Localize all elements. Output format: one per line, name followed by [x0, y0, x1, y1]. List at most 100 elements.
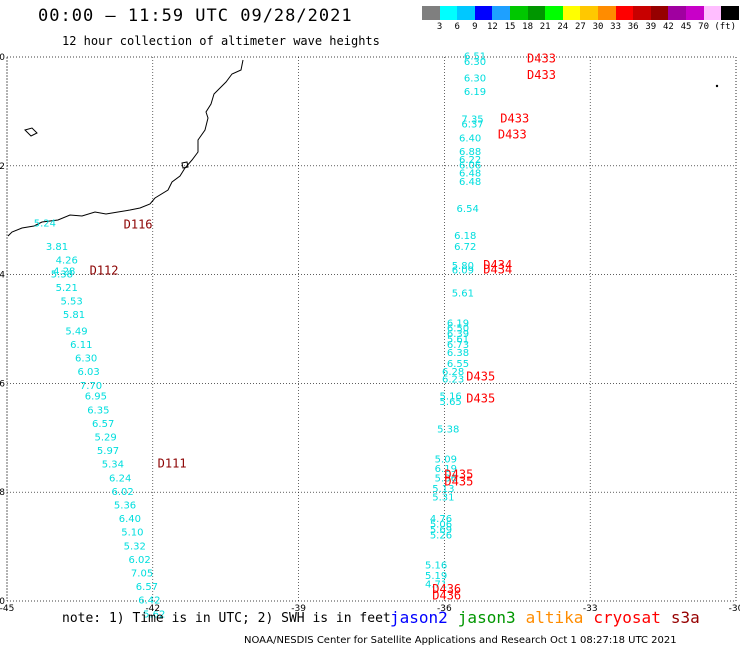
wave-height-value: 5.62 — [143, 609, 165, 620]
note-text: note: 1) Time is in UTC; 2) SWH is in fe… — [62, 611, 391, 626]
wave-height-value: 6.02 — [111, 487, 133, 498]
colorbar-label: 39 — [645, 22, 657, 32]
wave-height-value: 6.40 — [459, 133, 481, 144]
pass-label: D436 — [432, 582, 461, 596]
pass-label: D435 — [466, 391, 495, 405]
legend-item-jason2: jason2 — [390, 608, 448, 627]
wave-height-value: 7.70 — [80, 381, 102, 392]
lat-lon-grid — [6, 56, 737, 602]
footer-credit: NOAA/NESDIS Center for Satellite Applica… — [244, 635, 677, 646]
colorbar-swatch — [492, 6, 510, 20]
wave-height-value: 5.36 — [114, 501, 136, 512]
colorbar-swatch — [580, 6, 598, 20]
wave-height-value: 5.49 — [65, 326, 87, 337]
wave-height-value: 6.72 — [454, 242, 476, 253]
wave-height-value: 6.24 — [109, 473, 131, 484]
wave-height-value: 5.65 — [440, 397, 462, 408]
wave-height-value: 5.36 — [435, 473, 457, 484]
lon-tick-label: -45 — [0, 604, 14, 614]
wave-height-value: 6.73 — [447, 340, 469, 351]
wave-height-value: 5.29 — [94, 433, 116, 444]
wave-height-value: 7.05 — [131, 569, 153, 580]
colorbar-swatch — [545, 6, 563, 20]
colorbar-label: 18 — [522, 22, 534, 32]
wave-height-value: 6.48 — [459, 177, 481, 188]
colorbar-swatch — [474, 6, 493, 20]
wave-height-value: 6.18 — [454, 231, 476, 242]
wave-height-value: 5.10 — [121, 528, 143, 539]
colorbar-label: 21 — [539, 22, 551, 32]
wave-height-value: 5.81 — [63, 310, 85, 321]
pass-label: D111 — [158, 457, 187, 471]
wave-height-value: 5.38 — [51, 269, 73, 280]
wave-height-value: 5.19 — [425, 571, 447, 582]
colorbar-label: 12 — [486, 22, 498, 32]
wave-height-value: 6.30 — [75, 354, 97, 365]
colorbar-swatch — [562, 6, 581, 20]
colorbar-swatch — [457, 6, 475, 20]
wave-height-value: 6.19 — [435, 464, 457, 475]
colorbar-swatch — [721, 6, 739, 20]
pass-label: D433 — [527, 51, 556, 65]
pass-label: D435 — [444, 468, 473, 482]
lon-tick-label: -42 — [145, 604, 160, 614]
wave-height-value: 5.21 — [56, 283, 78, 294]
coastline-island — [181, 161, 189, 169]
map-subtitle: 12 hour collection of altimeter wave hei… — [62, 34, 380, 48]
wave-height-value: 5.61 — [452, 288, 474, 299]
colorbar-label: 30 — [592, 22, 604, 32]
wave-height-value: 6.55 — [447, 359, 469, 370]
wave-height-value: 5.34 — [102, 460, 124, 471]
colorbar-labels: 3 6 9 12 15 18 21 24 27 30 33 36 39 42 45 70 (ft) — [422, 22, 740, 34]
wave-height-value: 3.81 — [46, 242, 68, 253]
wave-height-value: 6.19 — [447, 318, 469, 329]
colorbar-swatch — [668, 6, 686, 20]
wave-height-value: 6.19 — [464, 87, 486, 98]
wave-height-colorbar — [422, 6, 739, 20]
pass-label: D434 — [483, 263, 512, 277]
colorbar-swatch — [597, 6, 616, 20]
wave-height-value: 6.40 — [119, 514, 141, 525]
lat-tick-label: -20 — [0, 53, 5, 63]
colorbar-label: 6 — [454, 22, 460, 32]
colorbar-swatch — [685, 6, 704, 20]
wave-height-value: 5.26 — [430, 530, 452, 541]
wave-height-value: 5.53 — [60, 297, 82, 308]
pass-label: D434 — [483, 258, 512, 272]
wave-height-value: 4.28 — [53, 267, 75, 278]
wave-height-value: 5.38 — [437, 424, 459, 435]
legend-item-altika: altika — [525, 608, 584, 627]
colorbar-swatch — [509, 6, 528, 20]
wave-height-value: 6.37 — [461, 120, 483, 131]
map-title: 00:00 – 11:59 UTC 09/28/2021 — [38, 6, 353, 26]
colorbar-swatch — [703, 6, 722, 20]
wave-height-value: 5.32 — [124, 541, 146, 552]
wave-height-value: 6.22 — [459, 155, 481, 166]
pass-label: D435 — [444, 475, 473, 489]
colorbar-label: 3 — [436, 22, 443, 32]
colorbar-label: 42 — [662, 22, 674, 32]
lon-tick-label: -30 — [729, 604, 740, 614]
colorbar-label: 24 — [557, 22, 569, 32]
pass-label: D435 — [466, 370, 495, 384]
pass-label: D116 — [124, 217, 153, 231]
wave-height-value: 6.28 — [442, 367, 464, 378]
colorbar-label: 33 — [610, 22, 622, 32]
wave-height-points: 5.243.814.264.285.385.215.535.815.496.11… — [34, 52, 486, 621]
island-dot — [715, 84, 719, 88]
lat-tick-label: -24 — [0, 271, 5, 281]
lon-tick-label: -39 — [291, 604, 306, 614]
colorbar-label: 15 — [504, 22, 516, 32]
wave-height-value: 6.51 — [464, 52, 486, 63]
colorbar-swatch — [439, 6, 458, 20]
wave-height-value: 5.16 — [440, 392, 462, 403]
colorbar-label: 45 — [680, 22, 692, 32]
legend-item-cryosat: cryosat — [593, 608, 661, 627]
colorbar-label: (ft) — [714, 22, 737, 32]
wave-height-value: 6.23 — [442, 374, 464, 385]
lat-tick-label: -26 — [0, 379, 5, 389]
wave-height-value: 6.30 — [464, 73, 486, 84]
colorbar-swatch — [422, 6, 440, 20]
wave-height-value: 6.30 — [464, 57, 486, 68]
